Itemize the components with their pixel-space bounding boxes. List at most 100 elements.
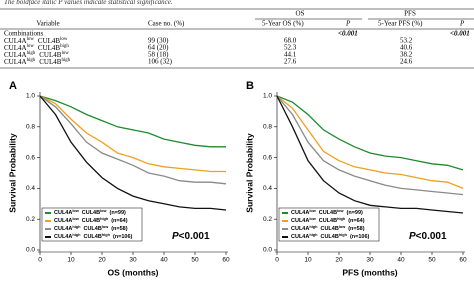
text-part: CUL4A [291, 234, 309, 240]
text-part: CUL4B [83, 234, 101, 240]
survival-curve [39, 95, 227, 185]
text-part: CUL4B [38, 44, 61, 52]
x-tick-label: 40 [397, 257, 405, 264]
caption: The boldface italic P values indicate st… [4, 0, 173, 6]
text-part: high [309, 225, 318, 229]
legend-entry: CUL4Alow CUL4Blow (n=99) [291, 209, 363, 216]
text-part: P [57, 0, 63, 6]
row-label: CUL4Alow CUL4Bhigh [4, 44, 69, 52]
legend-box [278, 207, 380, 242]
section-label: Combinations [4, 30, 44, 38]
text-part: low [72, 217, 78, 221]
y-tick-label: 0.6 [263, 154, 272, 161]
y-tick-label: 0.8 [26, 124, 35, 131]
text-part: P [409, 231, 416, 242]
x-tick-label: 50 [191, 257, 199, 264]
text-part: high [309, 233, 318, 237]
text-part: CUL4B [38, 37, 61, 45]
text-part: values indicate statistical significance… [62, 0, 172, 6]
cell: 68.0 [284, 37, 297, 45]
x-axis-label: PFS (months) [342, 267, 397, 277]
text-part: CUL4B [319, 218, 337, 224]
text-part: P [172, 231, 179, 242]
text-part: low [102, 225, 108, 229]
text-part: CUL4A [4, 51, 27, 59]
text-part: CUL4A [4, 58, 27, 66]
text-part: low [309, 209, 315, 213]
column-header: 5-Year PFS (%) [378, 20, 423, 28]
y-tick-label: 0.6 [26, 154, 35, 161]
y-tick-label: 0.2 [26, 216, 35, 223]
text-part: low [339, 225, 345, 229]
text-part: high [100, 217, 109, 221]
text-part: high [60, 44, 69, 49]
text-part: high [61, 58, 70, 63]
legend-box [41, 207, 143, 242]
legend-entry: CUL4Alow CUL4Bhigh (n=64) [291, 217, 365, 224]
text-part: CUL4A [4, 44, 27, 52]
column-header: P [459, 20, 465, 28]
legend-entry: CUL4Ahigh CUL4Bhigh (n=106) [54, 233, 133, 240]
text-part: (n=99) [110, 210, 127, 216]
cell: 24.6 [400, 58, 413, 66]
column-header: Variable [36, 20, 59, 28]
legend-entry: CUL4Ahigh CUL4Bhigh (n=106) [291, 233, 370, 240]
panel-label: B [246, 80, 254, 92]
survival-curve [276, 95, 464, 214]
text-part: CUL4A [291, 210, 309, 216]
p-value: <0.001 [450, 30, 470, 38]
row-label: CUL4Ahigh CUL4Blow [4, 51, 69, 59]
survival-curve [39, 95, 226, 173]
y-tick-label: 0.4 [26, 185, 35, 192]
text-part: low [72, 209, 78, 213]
p-value: P<0.001 [172, 231, 210, 242]
text-part: (n=99) [347, 210, 364, 216]
text-part: (n=58) [348, 226, 365, 232]
legend-entry: CUL4Ahigh CUL4Blow (n=58) [54, 225, 128, 232]
header-group: OS [296, 10, 305, 18]
cell: 52.3 [284, 44, 297, 52]
x-tick-label: 30 [366, 257, 374, 264]
legend-entry: CUL4Alow CUL4Blow (n=99) [54, 209, 126, 216]
survival-curve [39, 95, 226, 148]
y-tick-label: 1.0 [26, 93, 35, 100]
text-part: low [309, 217, 315, 221]
x-tick-label: 20 [98, 257, 106, 264]
header-group: PFS [404, 10, 416, 18]
text-part: CUL4A [291, 218, 309, 224]
text-part: (n=64) [348, 218, 365, 224]
text-part: high [339, 233, 348, 237]
p-value: P<0.001 [409, 231, 447, 242]
p-value: <0.001 [338, 30, 358, 38]
text-part: high [27, 51, 36, 56]
text-part: CUL4B [320, 226, 338, 232]
text-part: high [27, 58, 36, 63]
x-tick-label: 20 [335, 257, 343, 264]
text-part: (n=106) [350, 234, 370, 240]
cell: 27.6 [284, 58, 297, 66]
legend-entry: CUL4Ahigh CUL4Blow (n=58) [291, 225, 365, 232]
text-part: low [100, 209, 106, 213]
cell: 53.2 [400, 37, 413, 45]
text-part: low [27, 37, 35, 42]
text-part: low [337, 209, 343, 213]
text-part: CUL4B [39, 58, 62, 66]
survival-curve [276, 95, 464, 190]
text-part: CUL4B [319, 210, 337, 216]
column-header: Case no. (%) [148, 20, 185, 28]
text-part: low [60, 37, 68, 42]
survival-curve [276, 95, 464, 196]
x-tick-label: 10 [67, 257, 75, 264]
text-part: The boldface italic [4, 0, 58, 6]
row-label: CUL4Ahigh CUL4Bhigh [4, 58, 71, 66]
x-tick-label: 30 [129, 257, 137, 264]
cell: 58 (18) [148, 51, 169, 59]
text-part: (n=106) [113, 234, 133, 240]
text-part: CUL4A [54, 226, 72, 232]
text-part: CUL4A [291, 226, 309, 232]
text-part: CUL4B [82, 218, 100, 224]
y-tick-label: 0.8 [263, 124, 272, 131]
text-part: CUL4B [39, 51, 62, 59]
y-axis-label: Survival Probability [7, 133, 17, 213]
